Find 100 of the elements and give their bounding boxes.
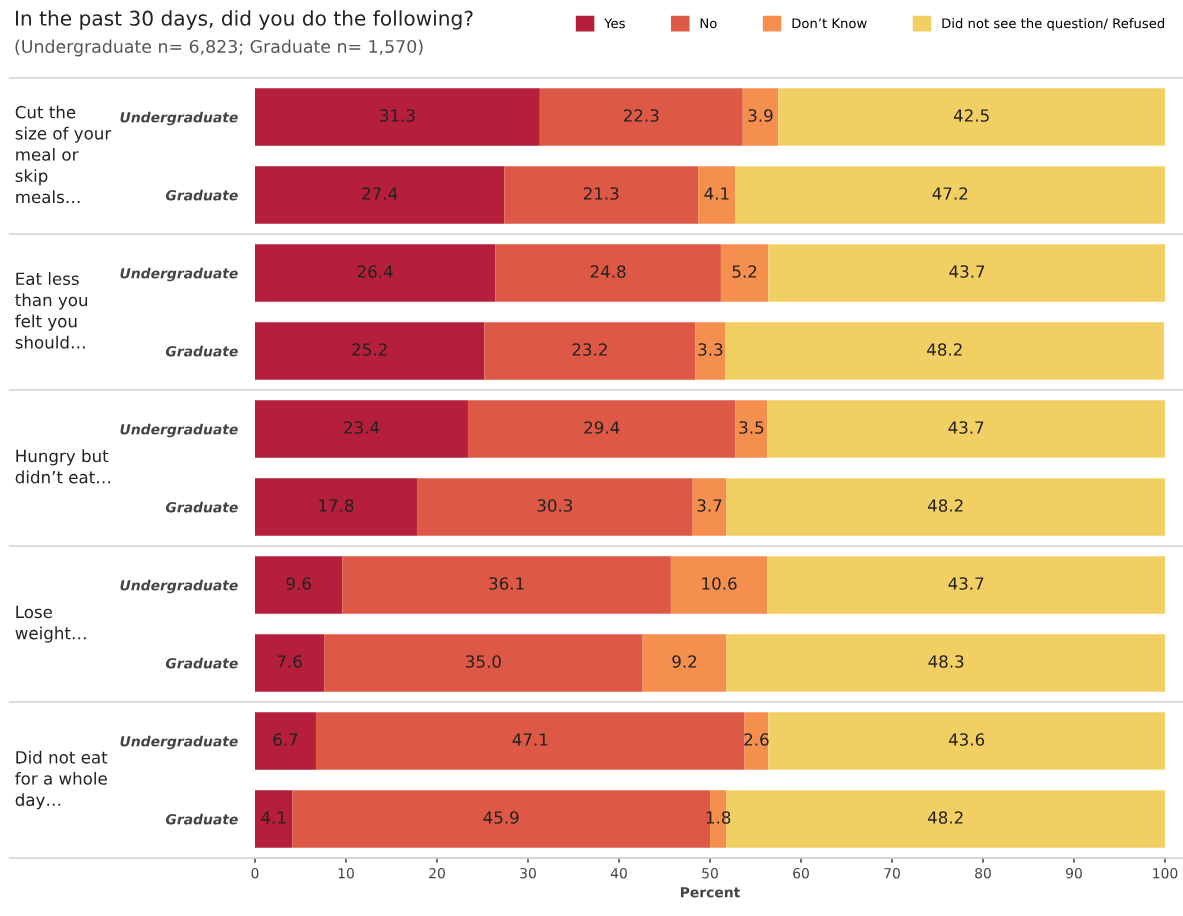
- bar: [744, 712, 769, 770]
- bar: [778, 88, 1165, 146]
- data-label: 43.6: [948, 733, 985, 746]
- data-label: 30.3: [537, 499, 573, 512]
- bar: [504, 166, 699, 224]
- x-tick-label: 60: [793, 867, 809, 879]
- data-label: 48.2: [927, 343, 962, 356]
- text: Lose weight…: [15, 605, 86, 643]
- y-tick-label: Graduate: [165, 657, 238, 669]
- y-tick-label: Undergraduate: [120, 579, 238, 594]
- y-tick-label: Graduate: [165, 813, 238, 825]
- bar: [642, 634, 727, 692]
- x-tick-label: 100: [1153, 867, 1178, 879]
- data-label: 17.8: [319, 499, 354, 512]
- chart-subtitle: (Undergraduate n= 6,823; Graduate n= 1,570): [15, 39, 423, 57]
- bar: [767, 556, 1165, 614]
- data-label: 6.7: [273, 733, 298, 746]
- data-label: 4.1: [261, 811, 286, 824]
- data-label: 2.6: [744, 733, 769, 746]
- data-label: 23.4: [344, 421, 380, 434]
- y-tick-label: Graduate: [165, 345, 238, 357]
- data-label: 48.3: [928, 655, 964, 668]
- bar: [255, 166, 505, 224]
- data-label: 45.9: [483, 811, 519, 824]
- bar: [726, 478, 1165, 536]
- text: Did not eat for a whole day…: [15, 750, 108, 810]
- text: Cut the size of your meal or skip meals…: [15, 105, 112, 204]
- data-label: 23.2: [572, 343, 607, 356]
- bar: [255, 244, 496, 302]
- bar: [735, 400, 768, 458]
- data-label: 1.8: [706, 811, 731, 824]
- x-tick-label: 50: [702, 867, 718, 879]
- y-tick-label: Graduate: [165, 501, 238, 513]
- bar: [768, 244, 1165, 302]
- bar: [255, 400, 468, 458]
- data-label: 48.2: [927, 811, 963, 824]
- bar: [720, 244, 769, 302]
- data-label: 3.5: [739, 421, 764, 434]
- data-label: 35.0: [466, 655, 501, 668]
- data-label: 42.5: [953, 109, 989, 122]
- bar: [255, 478, 417, 536]
- x-tick-label: 10: [338, 867, 354, 879]
- bar: [539, 88, 743, 146]
- x-tick-label: 80: [975, 867, 991, 879]
- bar: [695, 322, 726, 380]
- bar: [698, 166, 736, 224]
- x-tick-label: 0: [251, 867, 259, 879]
- bar: [255, 634, 325, 692]
- data-label: 3.7: [697, 499, 722, 512]
- data-label: 43.7: [948, 577, 984, 590]
- data-label: 43.7: [949, 265, 985, 278]
- data-label: 21.3: [583, 187, 619, 200]
- bar: [725, 322, 1165, 380]
- data-label: 7.6: [277, 655, 302, 668]
- text: Hungry but didn’t eat…: [15, 449, 110, 484]
- chart-title: In the past 30 days, did you do the following?: [15, 10, 473, 30]
- data-label: 3.9: [748, 109, 773, 122]
- bar: [255, 712, 316, 770]
- data-label: 9.2: [672, 655, 697, 668]
- data-label: 47.1: [512, 733, 548, 746]
- legend-label: Don’t Know: [792, 18, 867, 29]
- data-label: 48.2: [927, 499, 963, 512]
- bar: [735, 166, 1165, 224]
- data-label: 9.6: [286, 577, 311, 590]
- bar: [467, 400, 736, 458]
- data-label: 43.7: [948, 421, 984, 434]
- x-tick-label: 90: [1066, 867, 1082, 879]
- x-tick-label: 30: [520, 867, 536, 879]
- y-tick-label: Undergraduate: [120, 267, 238, 282]
- bar: [670, 556, 768, 614]
- text: Eat less than you felt you should…: [15, 272, 88, 349]
- legend-label: Yes: [604, 18, 625, 29]
- y-tick-label: Undergraduate: [120, 423, 238, 438]
- data-label: 5.2: [732, 265, 757, 278]
- data-label: 47.2: [932, 187, 968, 200]
- bar: [255, 790, 293, 848]
- x-axis-title: Percent: [680, 887, 740, 898]
- data-label: 10.6: [702, 577, 737, 590]
- bar: [255, 88, 540, 146]
- data-label: 3.3: [698, 343, 723, 356]
- bar: [255, 556, 343, 614]
- bar: [768, 712, 1165, 770]
- bar: [726, 634, 1165, 692]
- y-tick-label: Graduate: [165, 189, 238, 201]
- data-label: 29.4: [584, 421, 620, 434]
- data-label: 36.1: [489, 577, 524, 590]
- bar: [767, 400, 1165, 458]
- y-tick-label: Undergraduate: [120, 111, 238, 126]
- x-tick-label: 70: [884, 867, 900, 879]
- bar: [342, 556, 671, 614]
- x-tick-label: 20: [429, 867, 445, 879]
- data-label: 24.8: [590, 265, 626, 278]
- y-tick-label: Undergraduate: [120, 735, 238, 750]
- bar: [324, 634, 643, 692]
- data-label: 4.1: [704, 187, 729, 200]
- data-label: 31.3: [380, 109, 415, 122]
- data-label: 26.4: [357, 265, 393, 278]
- x-tick-label: 40: [610, 867, 627, 879]
- bar: [484, 322, 696, 380]
- legend-label: No: [700, 18, 717, 29]
